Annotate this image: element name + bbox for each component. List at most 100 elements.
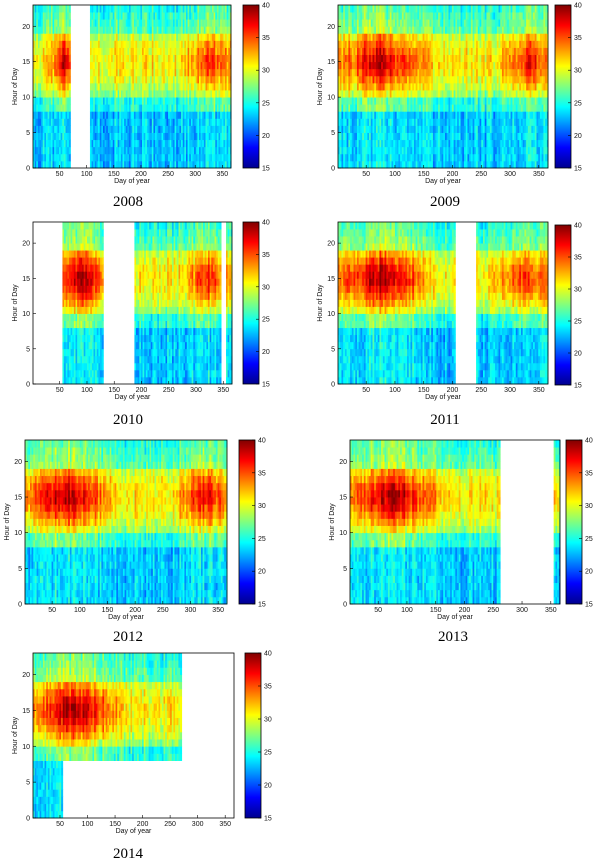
y-tick-label: 20 <box>22 672 30 679</box>
y-tick-label: 10 <box>22 95 30 102</box>
colorbar-tick-label: 40 <box>574 223 582 230</box>
colorbar-gradient <box>554 4 572 169</box>
colorbar-tick-label: 20 <box>585 569 593 576</box>
y-tick-label: 10 <box>14 530 22 537</box>
y-tick-label: 15 <box>14 495 22 502</box>
plot-frame <box>349 439 561 605</box>
colorbar-tick-label: 35 <box>574 35 582 42</box>
colorbar-gradient <box>238 439 256 605</box>
heatmap-panel-2009: 50 100 150 200 250 300 350 0 5 10 15 20 Day of year H… <box>317 3 582 211</box>
heatmap-panel-2008: 50 100 150 200 250 300 350 0 5 10 15 20 Day of year H… <box>12 3 270 211</box>
colorbar-tick-label: 40 <box>585 438 593 445</box>
colorbar-gradient <box>242 221 260 385</box>
heatmap-panel-2011: 50 100 150 200 250 300 350 0 5 10 15 20 Day of year H… <box>317 221 582 428</box>
x-tick-label: 200 <box>136 387 148 394</box>
y-tick-label: 5 <box>26 780 30 787</box>
colorbar-tick-label: 35 <box>258 470 266 477</box>
colorbar-tick-label: 25 <box>258 536 266 543</box>
y-tick-label: 10 <box>327 95 335 102</box>
y-axis-label: Hour of Day <box>329 503 336 541</box>
colorbar-tick-label: 35 <box>585 470 593 477</box>
colorbar-tick-label: 30 <box>262 68 270 75</box>
x-tick-label: 50 <box>56 821 64 828</box>
panel-caption: 2014 <box>113 846 144 862</box>
x-tick-label: 100 <box>389 171 401 178</box>
x-tick-label: 300 <box>189 171 201 178</box>
colorbar-tick-label: 15 <box>258 602 266 609</box>
y-tick-label: 10 <box>22 311 30 318</box>
x-tick-label: 150 <box>430 607 442 614</box>
y-tick-label: 5 <box>26 346 30 353</box>
colorbar-tick-label: 30 <box>262 284 270 291</box>
x-tick-label: 350 <box>533 171 545 178</box>
y-tick-label: 15 <box>339 495 347 502</box>
y-axis-label: Hour of Day <box>12 716 19 754</box>
y-tick-label: 0 <box>343 602 347 609</box>
colorbar-tick-label: 25 <box>585 536 593 543</box>
x-tick-label: 350 <box>217 387 229 394</box>
x-axis-label: Day of year <box>114 178 150 185</box>
colorbar-tick-label: 30 <box>585 503 593 510</box>
y-tick-label: 10 <box>327 311 335 318</box>
y-tick-label: 15 <box>22 276 30 283</box>
colorbar-tick-label: 15 <box>574 383 582 390</box>
x-tick-label: 200 <box>137 821 149 828</box>
x-tick-label: 100 <box>389 387 401 394</box>
colorbar-tick-label: 20 <box>262 349 270 356</box>
heatmap-panel-2012: 50 100 150 200 250 300 350 0 5 10 15 20 Day of year H… <box>4 438 266 646</box>
x-tick-label: 200 <box>447 387 459 394</box>
x-tick-label: 50 <box>48 607 56 614</box>
colorbar-gradient <box>554 224 572 386</box>
panel-caption: 2011 <box>430 412 459 428</box>
colorbar-tick-label: 35 <box>262 35 270 42</box>
x-tick-label: 200 <box>447 171 459 178</box>
colorbar-tick-label: 20 <box>574 133 582 140</box>
x-tick-label: 250 <box>487 607 499 614</box>
panel-caption: 2009 <box>430 194 460 210</box>
plot-frame <box>32 221 233 385</box>
colorbar-tick-label: 15 <box>264 816 272 823</box>
x-tick-label: 50 <box>56 387 64 394</box>
x-tick-label: 150 <box>109 821 121 828</box>
x-tick-label: 250 <box>163 387 175 394</box>
colorbar-tick-label: 15 <box>574 166 582 173</box>
colorbar-tick-label: 20 <box>262 133 270 140</box>
y-axis-label: Hour of Day <box>4 503 11 541</box>
colorbar-tick-label: 25 <box>264 750 272 757</box>
x-tick-label: 250 <box>475 387 487 394</box>
colorbar-gradient <box>244 652 262 819</box>
plot-frame <box>32 652 235 819</box>
heatmap-cells <box>338 222 549 385</box>
heatmap-cells <box>350 440 561 605</box>
x-tick-label: 150 <box>418 387 430 394</box>
x-tick-label: 300 <box>190 387 202 394</box>
colorbar: 15 20 25 30 35 40 <box>244 651 272 823</box>
heatmap-cells <box>33 653 183 819</box>
plot-frame <box>337 4 549 169</box>
plot-frame <box>32 4 232 169</box>
heatmap-cells <box>33 5 232 169</box>
panel-caption: 2008 <box>113 194 143 210</box>
x-tick-label: 50 <box>56 171 64 178</box>
heatmap-panel-2010: 50 100 150 200 250 300 350 0 5 10 15 20 Day of year H… <box>12 220 270 429</box>
y-tick-label: 0 <box>18 602 22 609</box>
colorbar-tick-label: 15 <box>262 382 270 389</box>
y-tick-label: 0 <box>26 166 30 173</box>
plot-frame <box>337 221 549 385</box>
x-tick-label: 150 <box>418 171 430 178</box>
y-axis-label: Hour of Day <box>12 284 19 322</box>
x-axis-label: Day of year <box>116 828 152 835</box>
y-tick-label: 15 <box>327 59 335 66</box>
colorbar-tick-label: 25 <box>574 100 582 107</box>
plot-frame <box>24 439 228 605</box>
x-tick-label: 50 <box>362 171 370 178</box>
colorbar-tick-label: 40 <box>262 220 270 227</box>
colorbar-tick-label: 40 <box>262 3 270 10</box>
y-tick-label: 5 <box>343 566 347 573</box>
y-tick-label: 0 <box>331 382 335 389</box>
heatmap-cells <box>338 5 549 169</box>
colorbar: 15 20 25 30 35 40 <box>242 220 270 389</box>
heatmap-cells <box>62 222 233 385</box>
x-tick-label: 50 <box>362 387 370 394</box>
colorbar-tick-label: 25 <box>262 317 270 324</box>
